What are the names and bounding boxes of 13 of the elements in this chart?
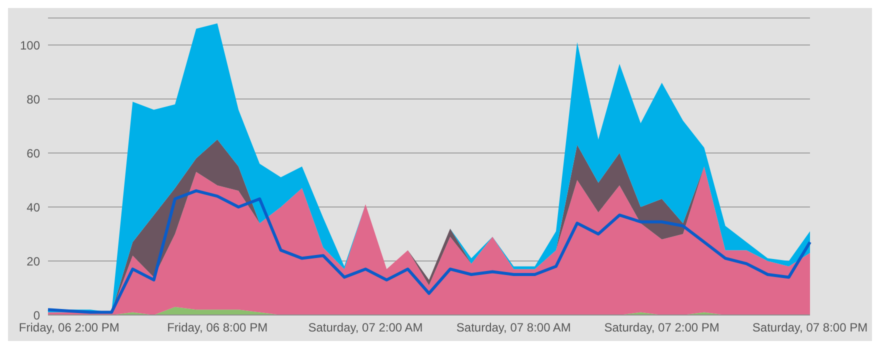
y-tick-label: 40 [26,200,40,214]
y-tick-label: 80 [26,92,40,106]
x-tick-label: Saturday, 07 8:00 AM [456,320,571,335]
x-tick-label: Saturday, 07 2:00 PM [604,320,720,335]
y-tick-label: 0 [33,308,40,322]
x-tick-label: Friday, 06 8:00 PM [167,320,268,335]
y-tick-label: 60 [26,146,40,160]
x-tick-label: Friday, 06 2:00 PM [18,320,120,335]
y-tick-label: 20 [26,254,40,268]
line-series [46,189,812,314]
y-tick-label: 100 [20,38,40,52]
x-tick-label: Saturday, 07 8:00 PM [752,320,868,335]
x-tick-label: Saturday, 07 2:00 AM [308,320,423,335]
